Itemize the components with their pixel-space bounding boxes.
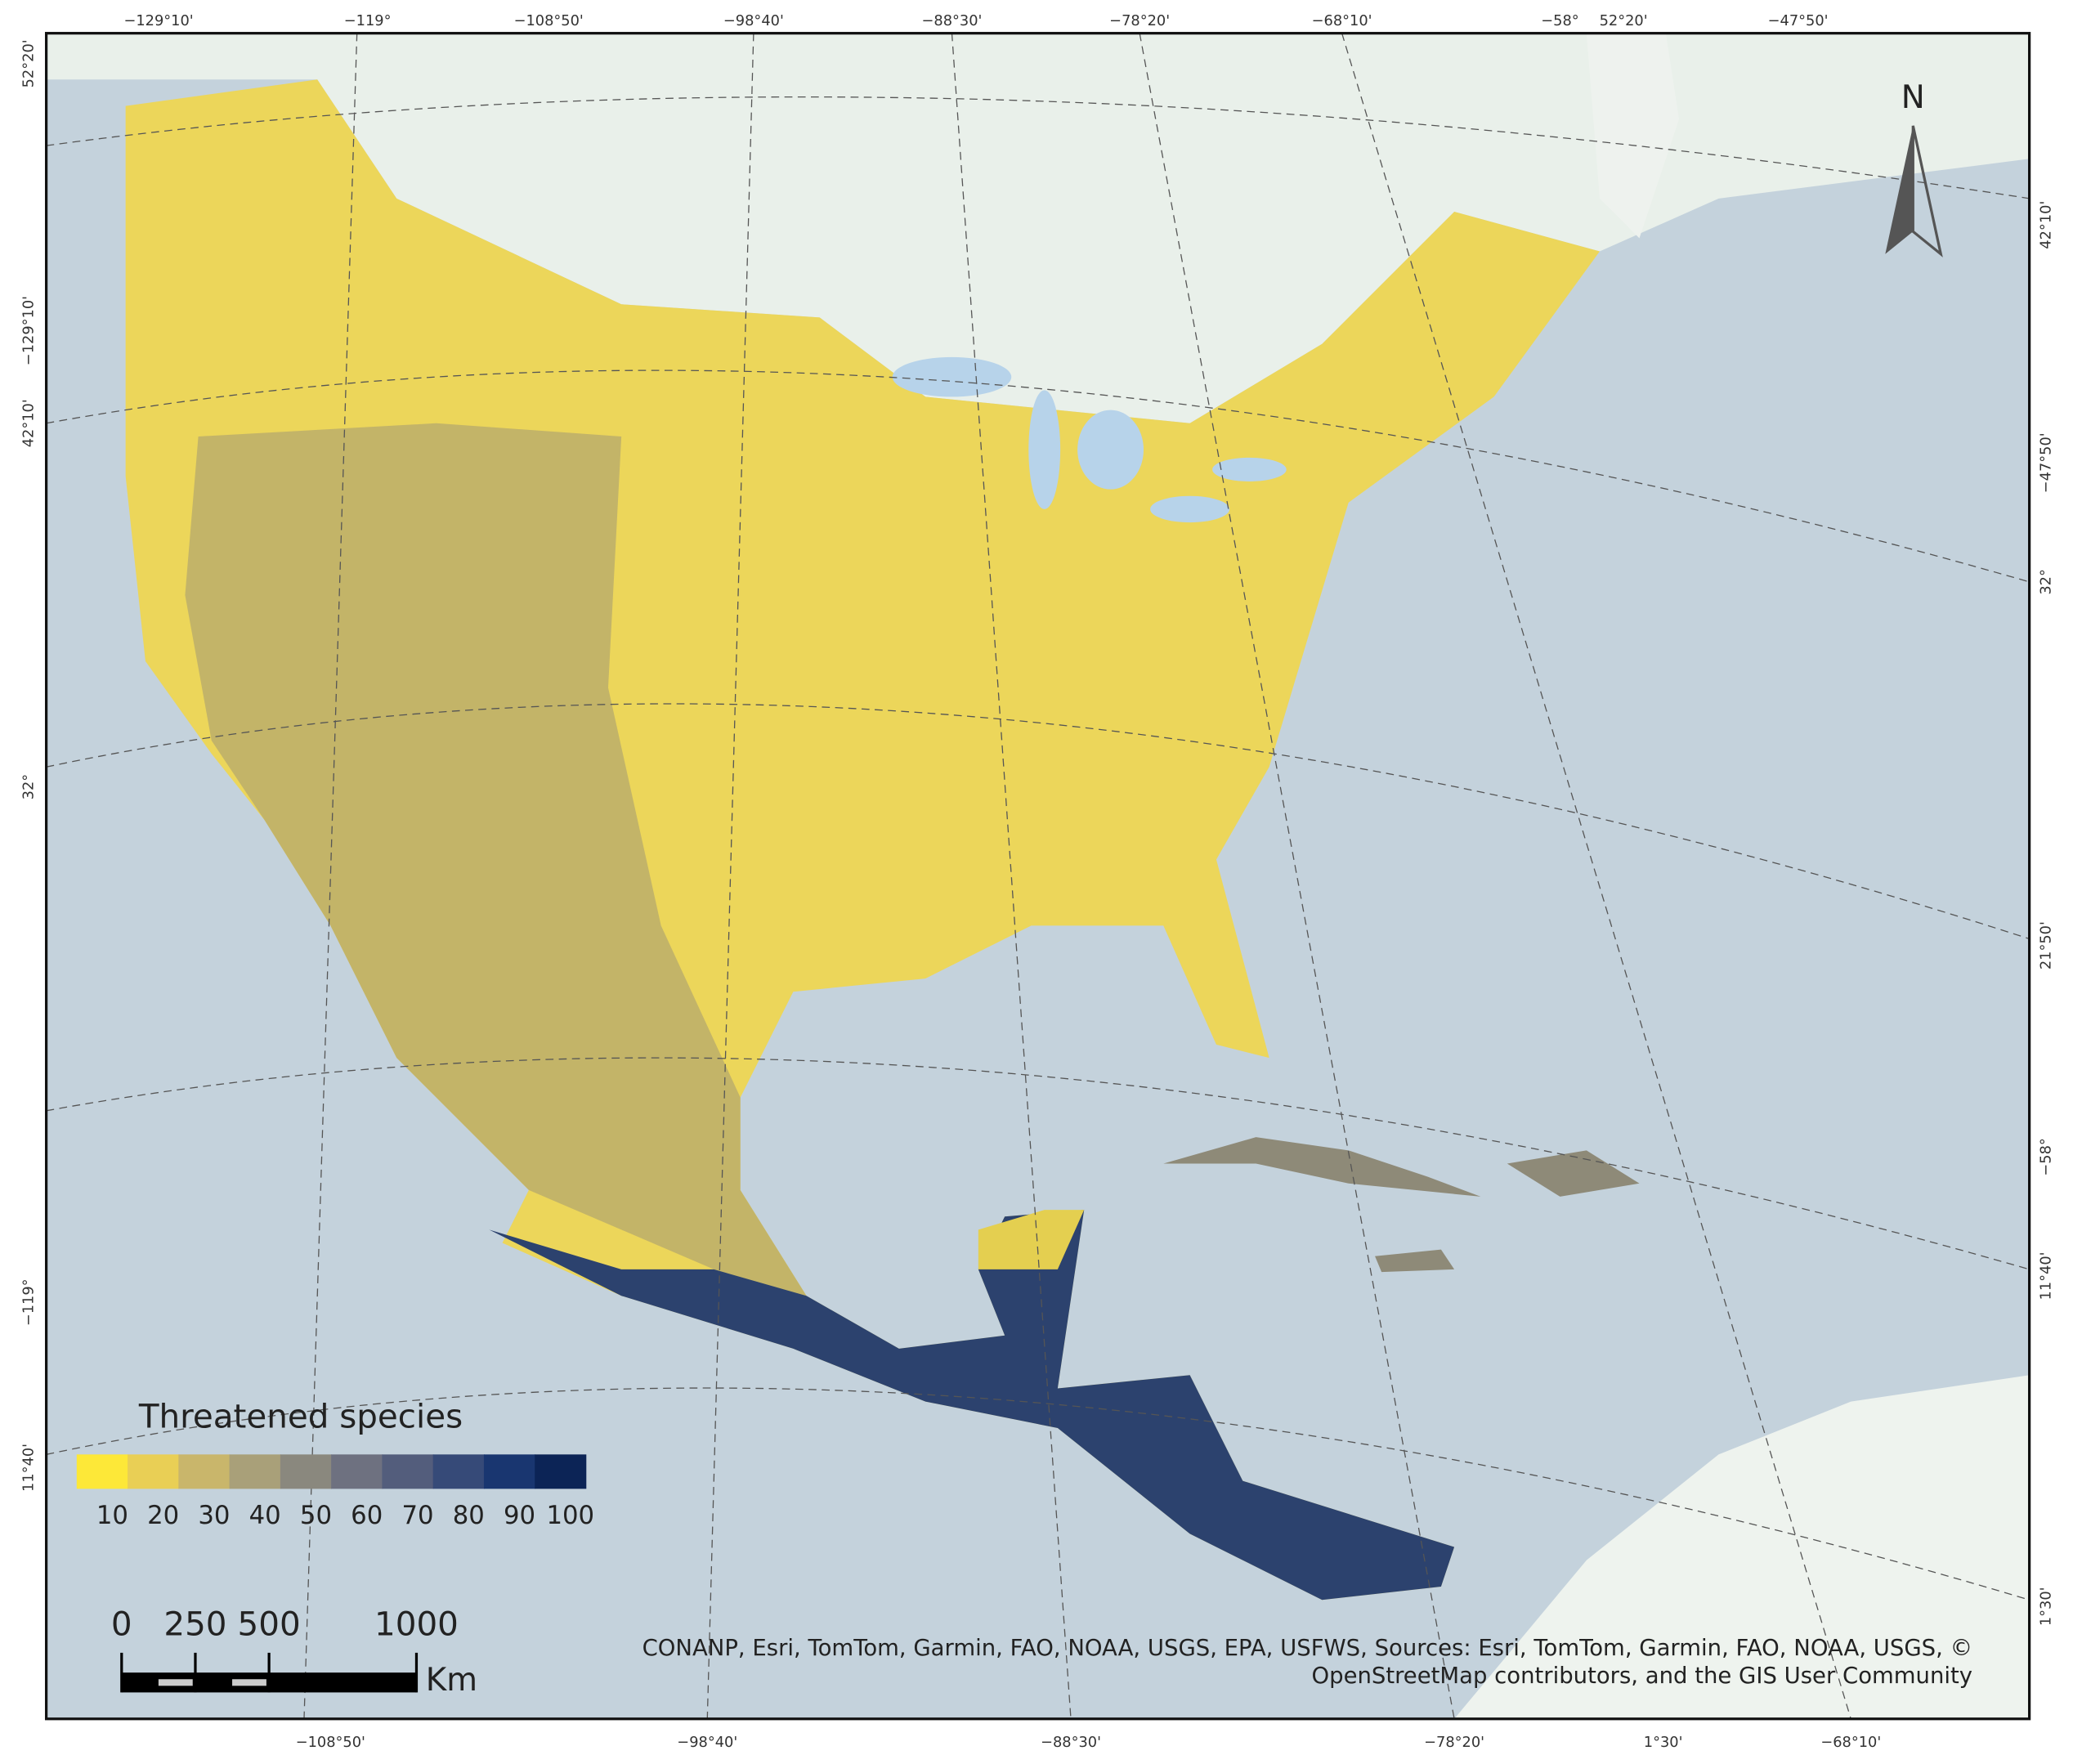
graticule-label: 21°50' [2038, 921, 2055, 969]
graticule-label: 1°30' [2038, 1587, 2055, 1626]
graticule-label: −129°10' [20, 296, 38, 365]
graticule-label: −88°30' [922, 12, 983, 29]
north-arrow [1911, 125, 1943, 257]
scale-unit: Km [426, 1662, 477, 1699]
legend-swatch [128, 1454, 180, 1489]
graticule-label: −119° [20, 1278, 38, 1326]
graticule-label: 11°40' [20, 1444, 38, 1492]
graticule-label: 1°30' [1644, 1734, 1683, 1751]
graticule-label: −98°40' [723, 12, 784, 29]
graticule-label: 52°20' [1600, 12, 1648, 29]
legend-label: 90 [504, 1501, 535, 1530]
graticule-line [46, 703, 2030, 940]
graticule-label: 32° [20, 774, 38, 800]
graticule-line [1341, 33, 1851, 1719]
graticule [46, 33, 2030, 1719]
legend-label: 100 [546, 1501, 594, 1530]
legend-label: 10 [96, 1501, 128, 1530]
graticule-line [46, 96, 2030, 199]
cuba [1163, 1137, 1481, 1197]
central-america [489, 1210, 1455, 1601]
graticule-label: −78°20' [1424, 1734, 1484, 1751]
graticule-label: −47°50' [2038, 432, 2055, 493]
great-lakes [892, 356, 1287, 523]
graticule-label: −58° [2038, 1138, 2055, 1175]
graticule-line [951, 33, 1072, 1719]
legend-label: 80 [453, 1501, 485, 1530]
legend-title: Threatened species [138, 1397, 463, 1436]
graticule-label: −108°50' [296, 1734, 365, 1751]
graticule-label: 32° [2038, 569, 2055, 595]
south-america [1454, 1375, 2030, 1719]
southwest-land [185, 423, 807, 1296]
frame [44, 32, 2031, 1721]
legend-swatch [535, 1454, 587, 1489]
graticule-label: −119° [344, 12, 392, 29]
legend-swatch [331, 1454, 383, 1489]
attribution-line: CONANP, Esri, TomTom, Garmin, FAO, NOAA,… [642, 1635, 1972, 1661]
legend-swatch [432, 1454, 485, 1489]
lake [892, 356, 1012, 397]
newfoundland [1586, 33, 1680, 239]
canada-land [46, 33, 2030, 423]
legend-swatch [280, 1454, 332, 1489]
lake [1077, 410, 1144, 490]
scale-label: 0 [111, 1605, 132, 1644]
graticule-label: −88°30' [1041, 1734, 1101, 1751]
graticule-line [706, 33, 754, 1719]
legend-label: 30 [198, 1501, 230, 1530]
legend-swatch [483, 1454, 536, 1489]
lake [1028, 390, 1061, 509]
legend-swatch [178, 1454, 231, 1489]
graticule-line [46, 1057, 2030, 1270]
legend-swatch [76, 1454, 128, 1489]
graticule-line [46, 1387, 2030, 1601]
lake [1212, 457, 1287, 481]
graticule-line [1139, 33, 1455, 1719]
graticule-line [46, 369, 2030, 583]
graticule-label: −58° [1541, 12, 1578, 29]
legend-swatch [229, 1454, 281, 1489]
north-label: N [1901, 79, 1925, 116]
graticule-label: −98°40' [677, 1734, 737, 1751]
graticule-label: −68°10' [1820, 1734, 1881, 1751]
legend-label: 20 [147, 1501, 179, 1530]
yucatan [978, 1210, 1085, 1269]
scale-label: 500 [238, 1605, 301, 1644]
attribution-line: OpenStreetMap contributors, and the GIS … [1311, 1663, 1972, 1689]
scale-label: 250 [163, 1605, 226, 1644]
graticule-label: 52°20' [20, 39, 38, 87]
scale-bar-segment [232, 1679, 266, 1686]
graticule-label: −108°50' [514, 12, 584, 29]
scale-bar-segment [158, 1679, 193, 1686]
attribution: CONANP, Esri, TomTom, Garmin, FAO, NOAA,… [642, 1635, 1972, 1689]
hispaniola [1507, 1150, 1640, 1197]
scale-label: 1000 [374, 1605, 459, 1644]
jamaica [1375, 1249, 1455, 1273]
graticule-label: −129°10' [123, 12, 193, 29]
graticule-label: −68°10' [1312, 12, 1372, 29]
lake [1150, 495, 1230, 523]
graticule-label: 42°10' [2038, 201, 2055, 249]
legend-swatch [382, 1454, 434, 1489]
graticule-label: −78°20' [1109, 12, 1170, 29]
graticule-label: 11°40' [2038, 1251, 2055, 1300]
legend-label: 70 [401, 1501, 433, 1530]
graticule-label: 42°10' [20, 399, 38, 447]
graticule-line [303, 33, 358, 1719]
graticule-label: −47°50' [1768, 12, 1829, 29]
legend-label: 50 [300, 1501, 332, 1530]
legend-label: 60 [351, 1501, 383, 1530]
legend-label: 40 [249, 1501, 281, 1530]
